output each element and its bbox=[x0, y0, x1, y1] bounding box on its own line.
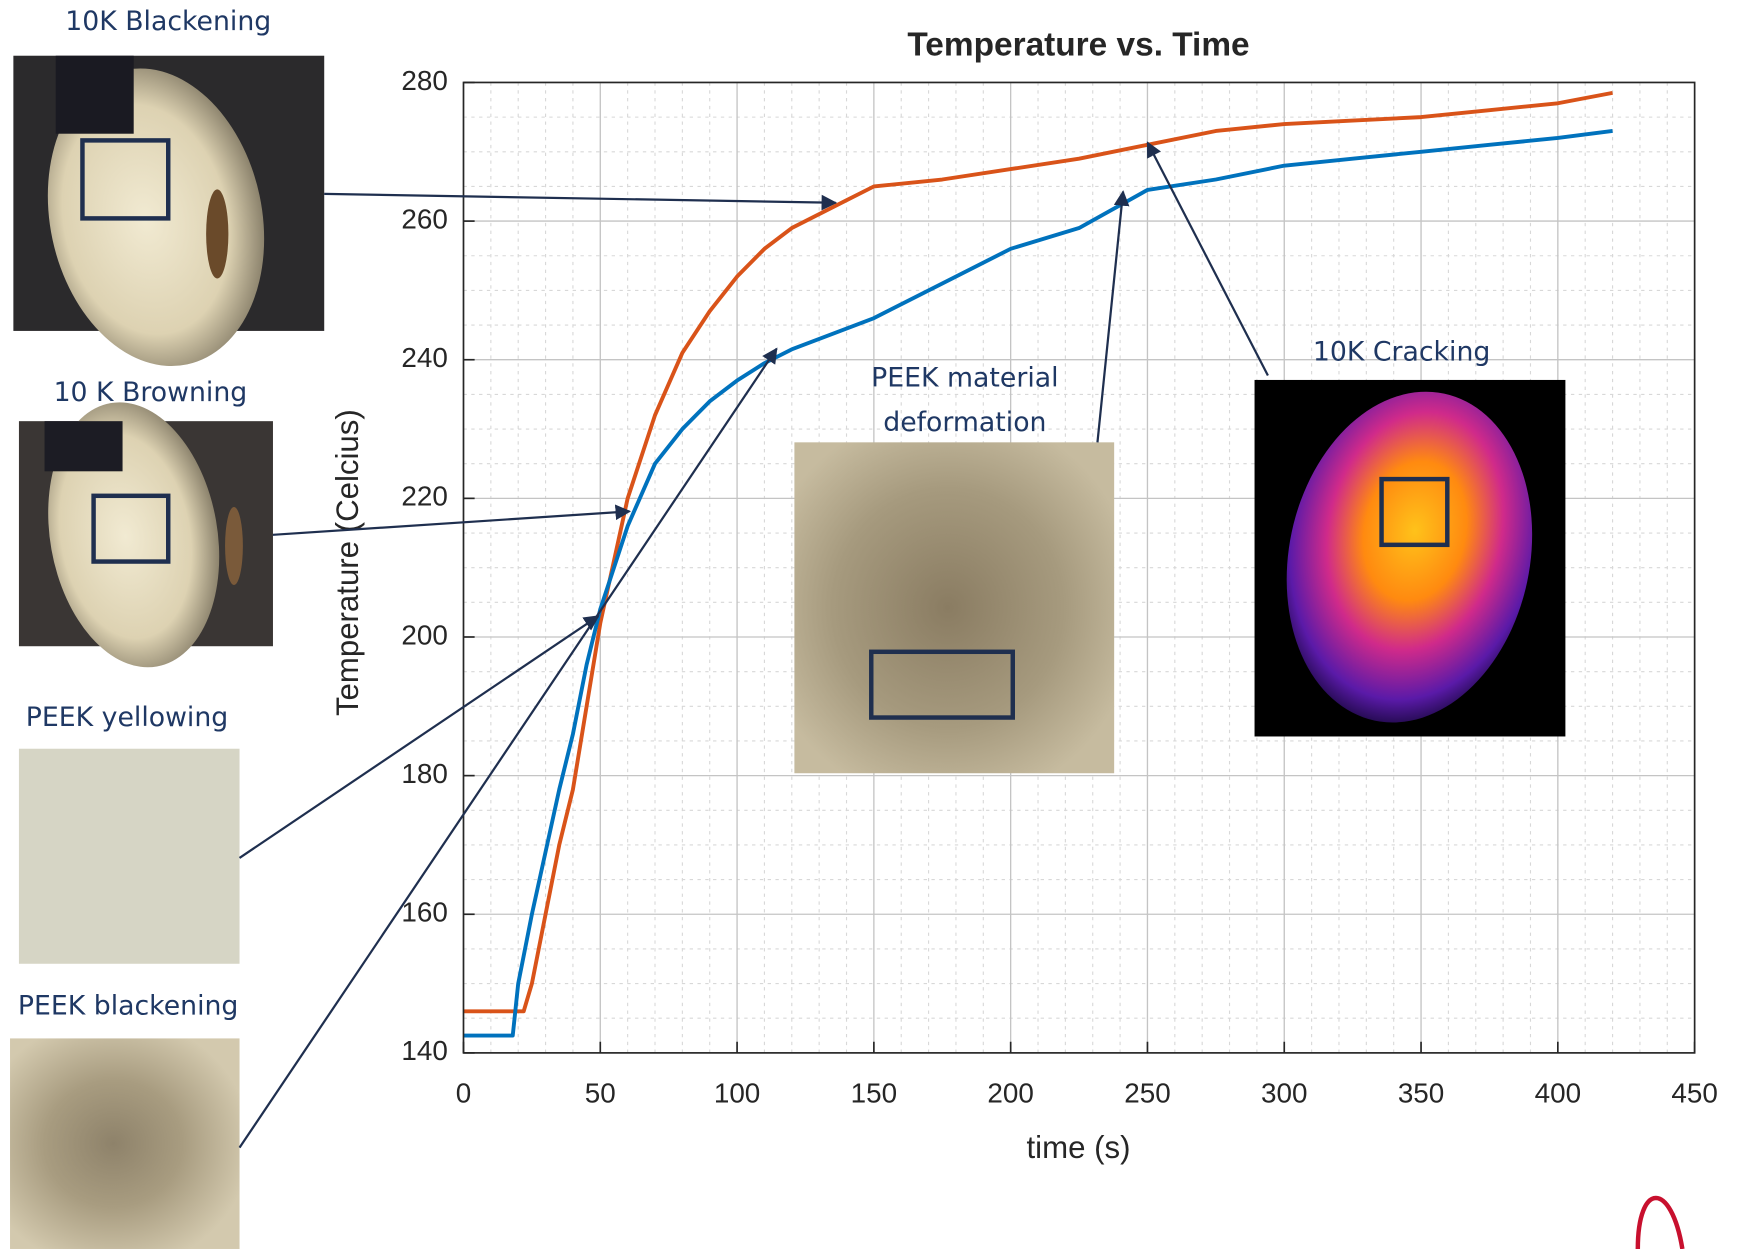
annotation: PEEK material bbox=[871, 362, 1058, 393]
plot-frame bbox=[462, 81, 1696, 1054]
annotation: PEEK blackening bbox=[18, 991, 239, 1022]
x-axis-label: time (s) bbox=[1027, 1130, 1131, 1165]
x-tick-label: 150 bbox=[851, 1078, 897, 1109]
y-tick-label: 140 bbox=[401, 1035, 447, 1066]
y-tick-label: 200 bbox=[401, 619, 447, 650]
annotation: deformation bbox=[883, 407, 1046, 438]
x-tick-label: 50 bbox=[585, 1078, 616, 1109]
annotation: 10K Cracking bbox=[1313, 337, 1491, 368]
data-line bbox=[463, 129, 1613, 1038]
chart-title: Temperature vs. Time bbox=[907, 27, 1249, 64]
x-tick-label: 100 bbox=[714, 1078, 760, 1109]
arrows bbox=[238, 141, 1269, 1149]
annotation: 10K Blackening bbox=[65, 6, 271, 37]
photo-10k-browning bbox=[18, 402, 273, 668]
y-tick-label: 280 bbox=[401, 65, 447, 96]
y-tick-label: 160 bbox=[401, 897, 447, 928]
photo-10k-cracking bbox=[1254, 379, 1566, 737]
x-tick-label: 300 bbox=[1261, 1078, 1307, 1109]
x-tick-label: 400 bbox=[1535, 1078, 1581, 1109]
x-tick-label: 0 bbox=[456, 1078, 472, 1109]
photo-peek-blackening bbox=[10, 1038, 240, 1249]
annotation: PEEK yellowing bbox=[26, 702, 229, 733]
logo bbox=[1635, 1195, 1685, 1249]
y-tick-label: 260 bbox=[401, 203, 447, 234]
x-tick-label: 250 bbox=[1124, 1078, 1170, 1109]
y-tick-label: 220 bbox=[401, 481, 447, 512]
x-tick-label: 350 bbox=[1398, 1078, 1444, 1109]
photo-peek-yellowing bbox=[18, 748, 240, 964]
y-tick-label: 180 bbox=[401, 758, 447, 789]
y-axis-label: Temperature (Celcius) bbox=[330, 409, 365, 716]
photo-10k-blackening bbox=[13, 55, 325, 367]
x-tick-label: 200 bbox=[987, 1078, 1033, 1109]
ticks: 0 50 100 150 200 250 300 350 400 450 140 160 180 200 2… bbox=[401, 65, 1717, 1109]
x-tick-label: 450 bbox=[1671, 1078, 1717, 1109]
annotation: 10 K Browning bbox=[54, 377, 248, 408]
lines bbox=[463, 90, 1613, 1038]
data-line bbox=[463, 90, 1613, 1014]
photo-peek-deformation bbox=[794, 442, 1115, 774]
y-tick-label: 240 bbox=[401, 342, 447, 373]
